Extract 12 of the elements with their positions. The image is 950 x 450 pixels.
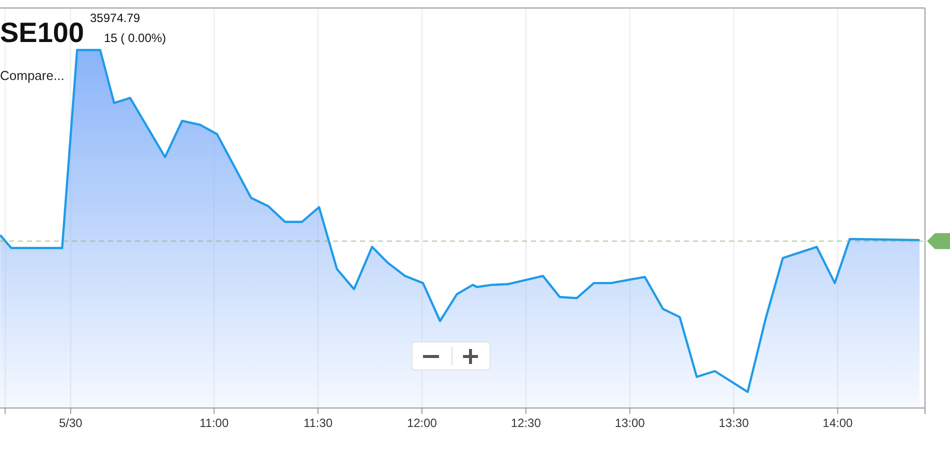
text: 15 ( 0.00%) [104, 31, 166, 45]
chart-title: SE100 [0, 17, 84, 48]
x-tick-label: 14:00 [822, 416, 854, 430]
x-tick-label: 13:30 [718, 416, 750, 430]
x-tick-label: 5/30 [58, 416, 83, 430]
chart-subtitle: 35974.79 [90, 11, 140, 25]
x-tick-label: 12:30 [510, 416, 542, 430]
x-tick-label: 11:00 [200, 416, 229, 430]
x-tick-label: 12:00 [406, 416, 438, 430]
annotation: Compare... [0, 68, 64, 83]
x-tick-label: 13:00 [614, 416, 646, 430]
x-tick-label: 11:30 [303, 416, 333, 430]
